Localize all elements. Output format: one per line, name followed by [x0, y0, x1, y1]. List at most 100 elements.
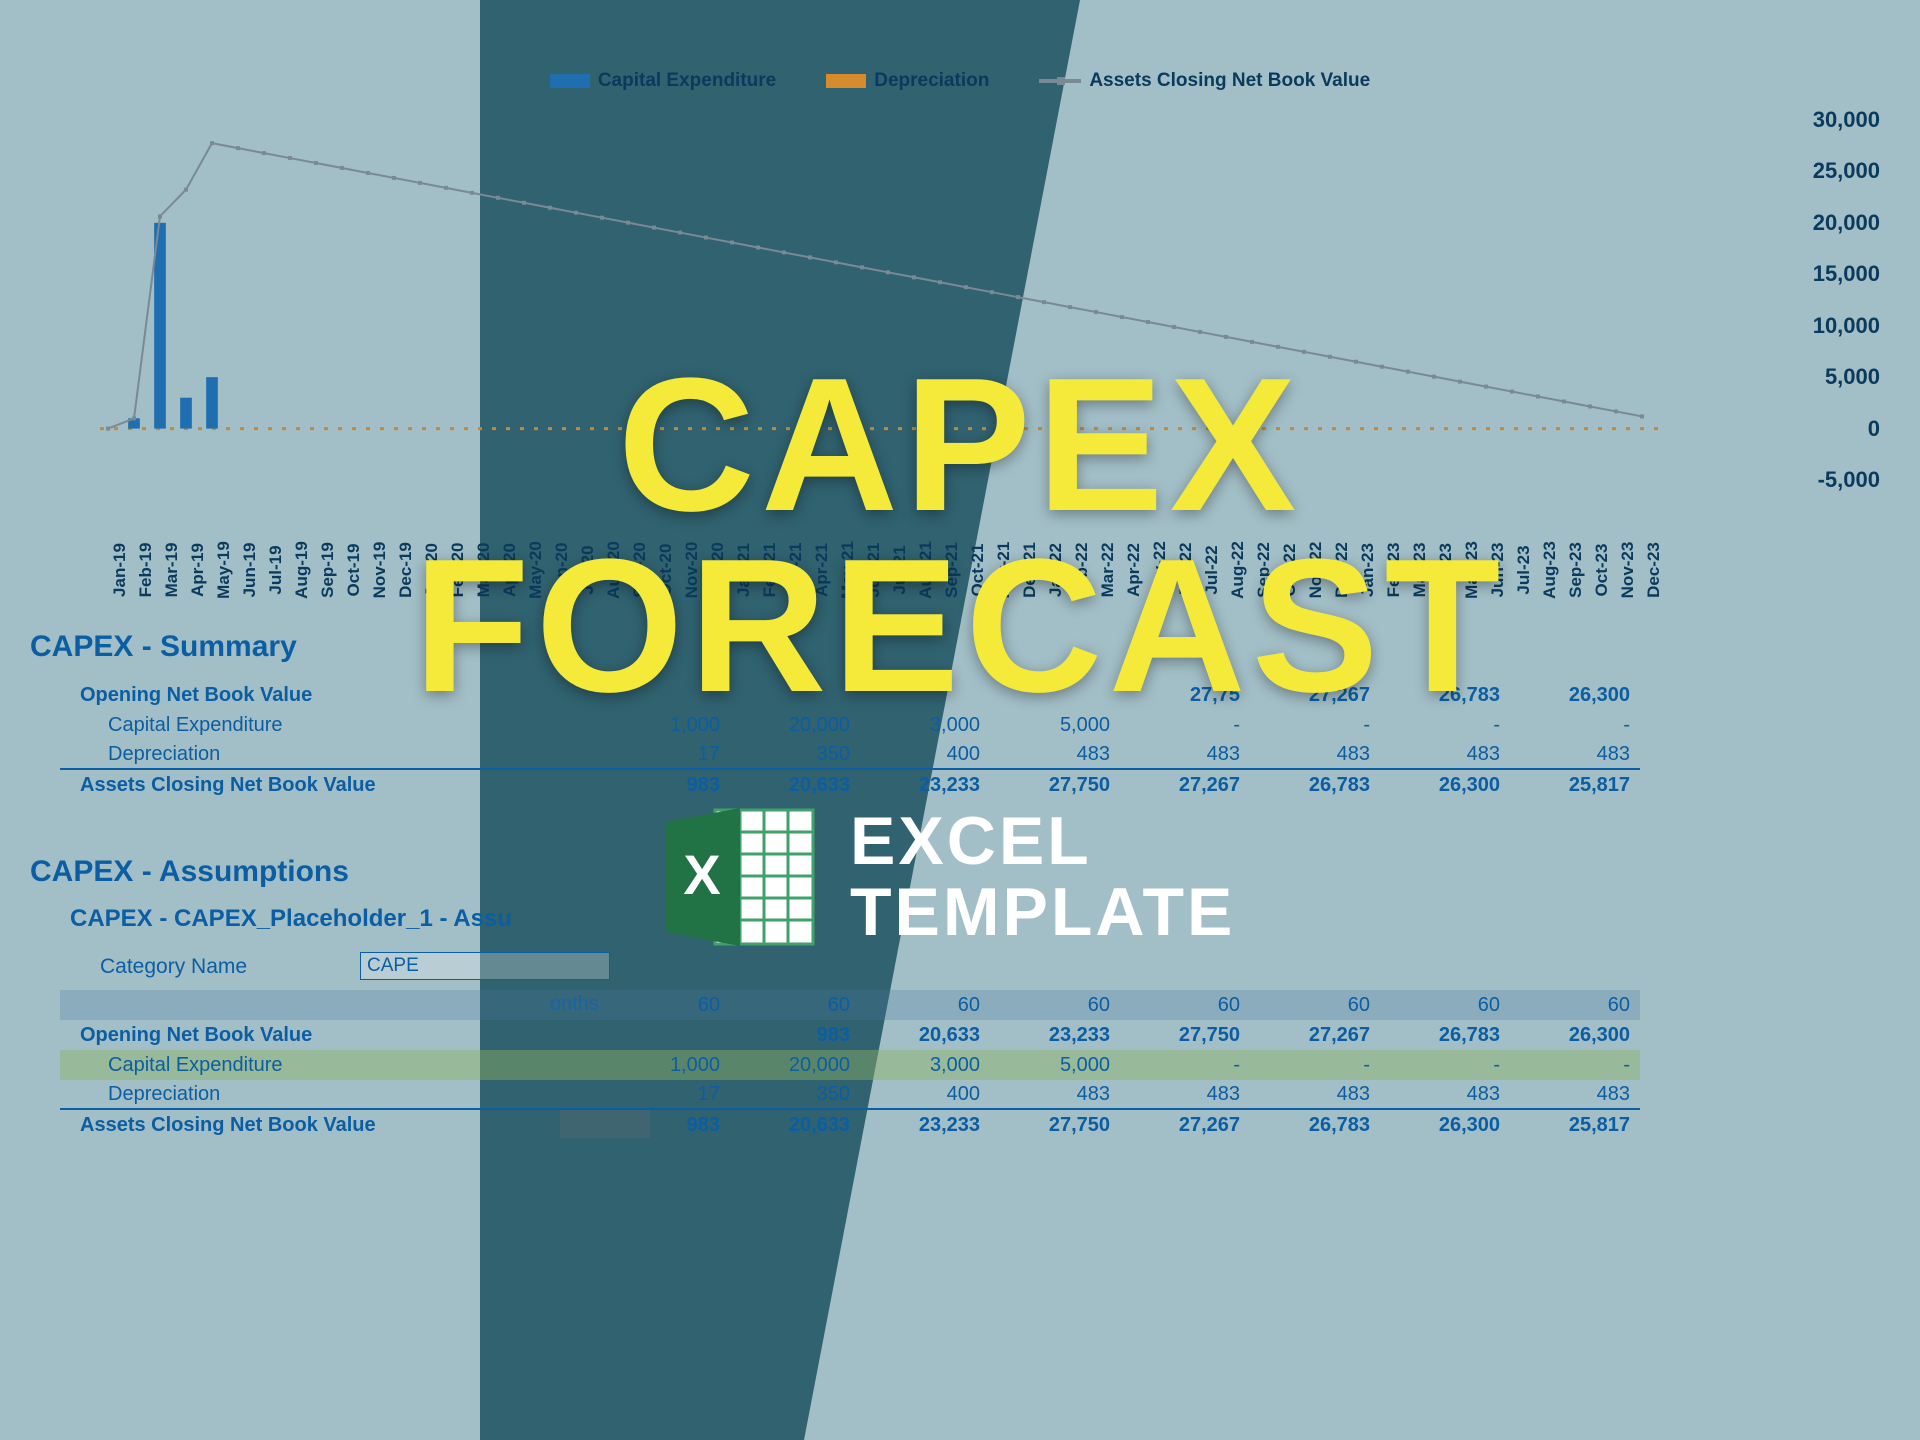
table-cell: 483	[1380, 743, 1510, 766]
table-cell: 26,300	[1380, 1114, 1510, 1137]
title-line-1: CAPEX	[0, 355, 1920, 536]
table-cell: 26,300	[1380, 774, 1510, 797]
table-cell: 60	[990, 994, 1120, 1017]
table-cell: 26,783	[1250, 774, 1380, 797]
table-cell: 483	[990, 1083, 1120, 1106]
table-cell: -	[1510, 1054, 1640, 1077]
table-cell: 25,817	[1510, 774, 1640, 797]
table-cell: 23,233	[990, 1024, 1120, 1047]
row-as-capex: Capital Expenditure 1,00020,0003,0005,00…	[60, 1050, 1640, 1080]
grey-cell	[560, 1110, 650, 1138]
table-cell: 60	[1380, 994, 1510, 1017]
subtitle-text: EXCEL TEMPLATE	[850, 806, 1235, 949]
excel-icon: X	[660, 802, 820, 952]
table-cell: 23,233	[860, 1114, 990, 1137]
table-cell: 23,233	[860, 774, 990, 797]
table-cell: 483	[1510, 743, 1640, 766]
table-cell: 483	[1120, 743, 1250, 766]
label-as-depr: Depreciation	[60, 1083, 427, 1106]
table-cell: 26,300	[1510, 1024, 1640, 1047]
table-cell: 350	[730, 1083, 860, 1106]
label-as-capex: Capital Expenditure	[60, 1054, 427, 1077]
table-cell: 27,267	[1120, 774, 1250, 797]
row-as-opening: Opening Net Book Value 98320,63323,23327…	[60, 1020, 1640, 1050]
row-as-closing: Assets Closing Net Book Value 98320,6332…	[60, 1110, 1640, 1140]
label-capex: Capital Expenditure	[60, 714, 427, 737]
table-cell: 60	[730, 994, 860, 1017]
table-cell: 60	[1510, 994, 1640, 1017]
subtitle-line-1: EXCEL	[850, 806, 1235, 877]
table-cell: 26,783	[1380, 1024, 1510, 1047]
table-cell: 5,000	[990, 1054, 1120, 1077]
table-cell: 27,750	[1120, 1024, 1250, 1047]
table-cell: 1,000	[600, 1054, 730, 1077]
legend-label: Depreciation	[874, 70, 989, 92]
y-tick: 30,000	[1813, 107, 1880, 133]
table-cell	[600, 1024, 730, 1047]
table-cell: 60	[860, 994, 990, 1017]
legend-swatch-bar	[550, 74, 590, 88]
table-cell: 20,633	[860, 1024, 990, 1047]
y-tick: 15,000	[1813, 261, 1880, 287]
table-cell: 400	[860, 743, 990, 766]
table-cell: 26,783	[1250, 1114, 1380, 1137]
table-cell: 60	[600, 994, 730, 1017]
table-cell: 27,750	[990, 774, 1120, 797]
table-cell: 27,267	[1250, 1024, 1380, 1047]
row-closing: Assets Closing Net Book Value 98320,6332…	[60, 770, 1640, 800]
table-cell: 483	[1120, 1083, 1250, 1106]
content-layer: Capital Expenditure Depreciation Assets Cl…	[0, 0, 1920, 1440]
legend-label: Assets Closing Net Book Value	[1089, 70, 1370, 92]
legend-item: Assets Closing Net Book Value	[1039, 70, 1370, 92]
table-cell: 60	[1250, 994, 1380, 1017]
legend-swatch-bar	[826, 74, 866, 88]
table-cell: 400	[860, 1083, 990, 1106]
table-cell: 20,633	[730, 1114, 860, 1137]
table-cell: 17	[600, 1083, 730, 1106]
table-cell: 483	[1510, 1083, 1640, 1106]
subtitle-line-2: TEMPLATE	[850, 877, 1235, 948]
overlay-title: CAPEX FORECAST	[0, 355, 1920, 716]
table-cell: 350	[730, 743, 860, 766]
label-as-closing: Assets Closing Net Book Value	[60, 1114, 427, 1137]
legend-swatch-line	[1039, 79, 1081, 83]
chart-legend: Capital Expenditure Depreciation Assets Cl…	[0, 70, 1920, 92]
table-cell: -	[1250, 1054, 1380, 1077]
category-name-input[interactable]: CAPE	[360, 952, 610, 980]
table-cell: 983	[600, 774, 730, 797]
legend-label: Capital Expenditure	[598, 70, 776, 92]
section-placeholder-title: CAPEX - CAPEX_Placeholder_1 - Assu	[70, 905, 512, 933]
table-cell: 27,267	[1120, 1114, 1250, 1137]
table-cell: -	[1510, 714, 1640, 737]
table-cell: 27,750	[990, 1114, 1120, 1137]
table-cell: 3,000	[860, 1054, 990, 1077]
label-depr: Depreciation	[60, 743, 427, 766]
y-tick: 10,000	[1813, 313, 1880, 339]
legend-item: Depreciation	[826, 70, 989, 92]
table-cell: 983	[730, 1024, 860, 1047]
legend-item: Capital Expenditure	[550, 70, 776, 92]
table-cell: -	[1380, 1054, 1510, 1077]
section-title-assumptions: CAPEX - Assumptions	[30, 855, 349, 889]
y-tick: 25,000	[1813, 158, 1880, 184]
table-cell: 20,000	[730, 1054, 860, 1077]
category-name-label: Category Name	[100, 955, 247, 979]
table-cell: 17	[600, 743, 730, 766]
assumptions-table: 6060606060606060 Opening Net Book Value …	[60, 990, 1640, 1140]
row-life: 6060606060606060	[60, 990, 1640, 1020]
y-tick: 20,000	[1813, 210, 1880, 236]
table-cell: 483	[1250, 1083, 1380, 1106]
table-cell: 20,633	[730, 774, 860, 797]
row-as-depr: Depreciation 17350400483483483483483	[60, 1080, 1640, 1110]
table-cell: 483	[990, 743, 1120, 766]
title-line-2: FORECAST	[0, 536, 1920, 717]
svg-text:X: X	[683, 843, 720, 906]
table-cell: -	[1120, 1054, 1250, 1077]
label-closing: Assets Closing Net Book Value	[60, 774, 427, 797]
label-as-opening: Opening Net Book Value	[60, 1024, 427, 1047]
overlay-subtitle: X EXCEL TEMPLATE	[660, 802, 1235, 952]
table-cell: 25,817	[1510, 1114, 1640, 1137]
table-cell: 483	[1250, 743, 1380, 766]
table-cell: 60	[1120, 994, 1250, 1017]
row-depr: Depreciation 17350400483483483483483	[60, 740, 1640, 770]
